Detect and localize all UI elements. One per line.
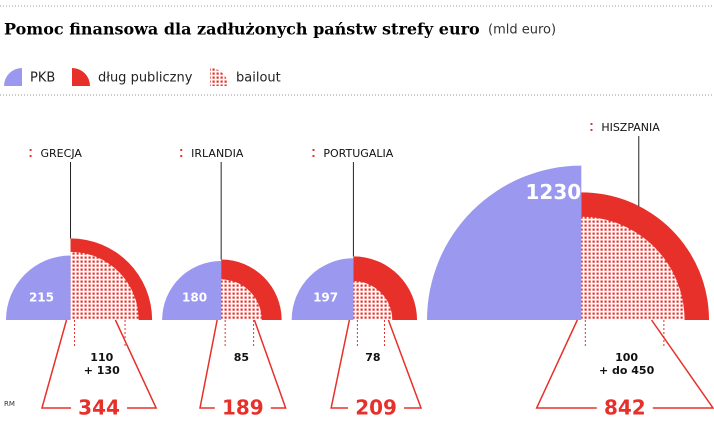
pkb-area xyxy=(162,260,222,320)
country-label: HISZPANIA xyxy=(601,121,660,134)
pkb-label: 1230 xyxy=(525,180,581,204)
pkb-label: 180 xyxy=(182,291,207,305)
chart-title: Pomoc finansowa dla zadłużonych państw s… xyxy=(4,20,480,39)
total-bg xyxy=(71,396,128,420)
country-marker: ⁚ xyxy=(29,147,33,160)
credit: RM xyxy=(4,400,15,408)
country-label: IRLANDIA xyxy=(191,147,244,160)
bailout-label: 85 xyxy=(234,351,249,364)
bailout-area xyxy=(70,251,139,320)
bailout-label: 100 + do 450 xyxy=(599,351,655,377)
bailout-area xyxy=(581,216,685,320)
total-bg xyxy=(348,396,405,420)
total-label: 189 xyxy=(222,396,264,420)
pkb-area xyxy=(6,255,71,320)
bailout-label: 110 + 130 xyxy=(84,351,120,377)
pkb-area xyxy=(427,165,582,320)
subtitle: (mld euro) xyxy=(488,23,556,38)
bailout-label: 78 xyxy=(365,351,380,364)
legend-label: dług publiczny xyxy=(98,71,193,86)
total-label: 344 xyxy=(78,396,120,420)
legend-label: bailout xyxy=(236,71,281,86)
pkb-area xyxy=(291,258,354,320)
legend-swatch xyxy=(210,68,228,86)
country-marker: ⁚ xyxy=(311,147,315,160)
total-bg xyxy=(214,396,271,420)
bailout-area xyxy=(353,281,393,320)
country-marker: ⁚ xyxy=(179,147,183,160)
bailout-area xyxy=(221,279,262,320)
legend-label: PKB xyxy=(30,71,55,86)
pkb-label: 197 xyxy=(313,291,338,305)
total-label: 842 xyxy=(604,396,646,420)
country-label: PORTUGALIA xyxy=(323,147,393,160)
legend-swatch xyxy=(72,68,90,86)
country-marker: ⁚ xyxy=(589,121,593,134)
total-bg xyxy=(596,396,653,420)
country-label: GRECJA xyxy=(41,147,83,160)
total-label: 209 xyxy=(355,396,397,420)
pkb-label: 215 xyxy=(29,291,54,305)
legend-swatch xyxy=(4,68,22,86)
